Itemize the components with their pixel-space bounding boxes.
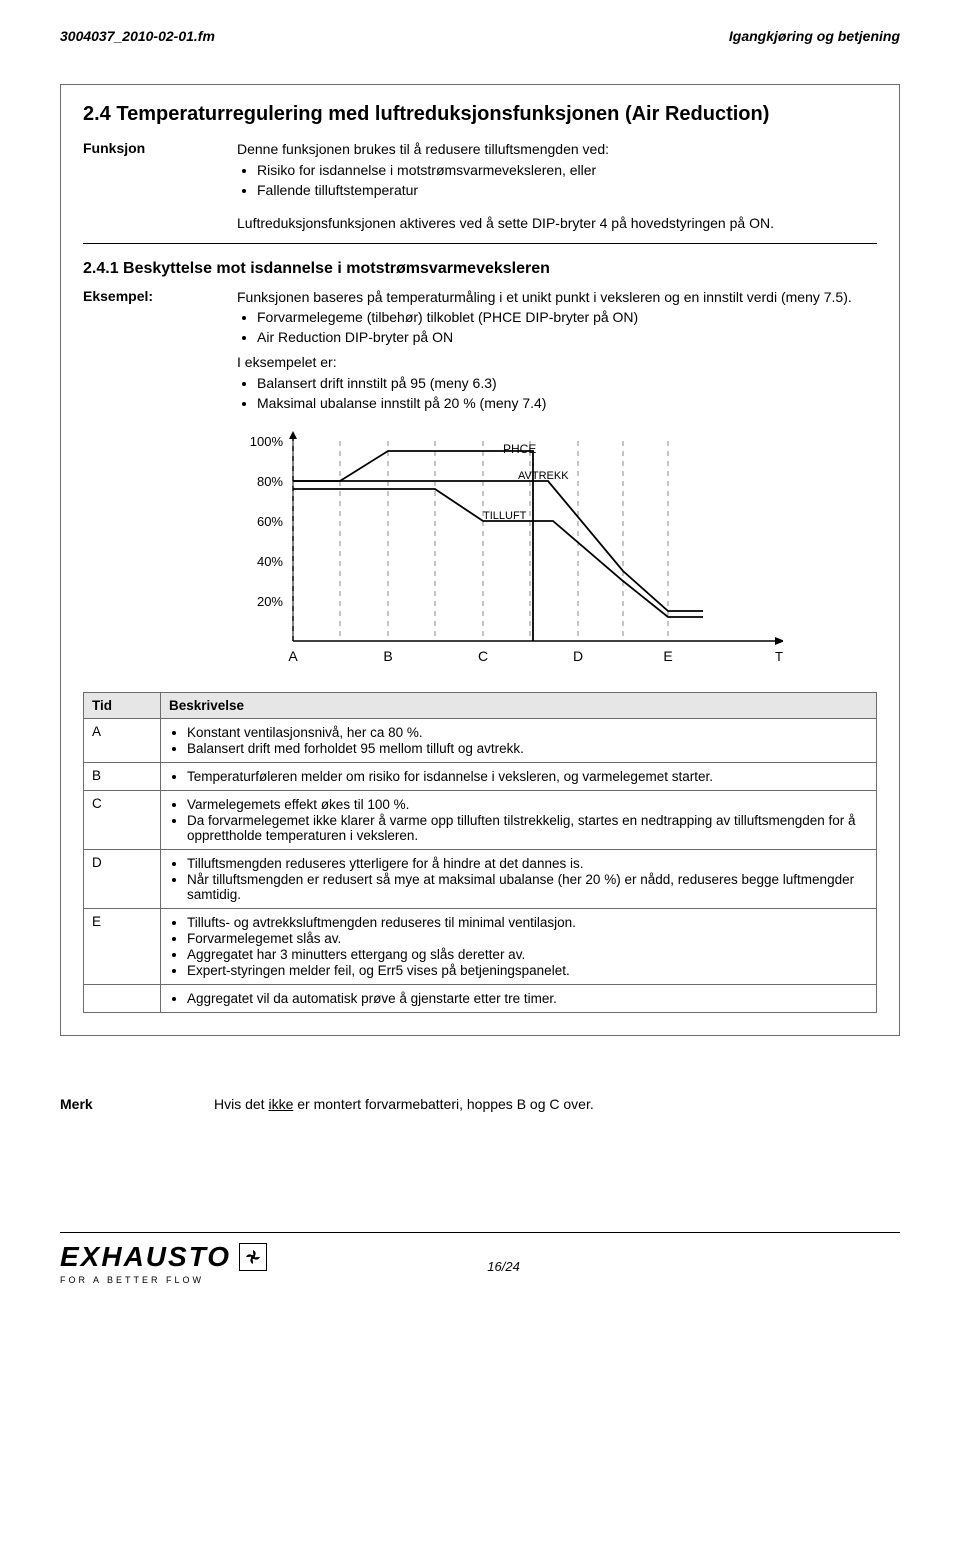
merk-post: er montert forvarmebatteri, hoppes B og … xyxy=(293,1096,593,1112)
svg-text:TID: TID xyxy=(775,649,783,664)
svg-text:D: D xyxy=(573,648,583,664)
page-number: 16/24 xyxy=(267,1241,740,1274)
chart-svg: 100% 80% 60% 40% 20% A B C D E TID PHCE AVTREKK TILLU… xyxy=(223,431,783,671)
merk-row: Merk Hvis det ikke er montert forvarmeba… xyxy=(60,1096,900,1112)
eksempel-body: Funksjonen baseres på temperaturmåling i… xyxy=(237,288,877,419)
funksjon-list: Risiko for isdannelse i motstrømsvarmeve… xyxy=(237,161,877,200)
table-cell-key: D xyxy=(84,849,161,908)
footer: EXHAUSTO FOR A BETTER FLOW 16/24 xyxy=(60,1232,900,1285)
table-cell-key: A xyxy=(84,718,161,762)
eksempel-list1: Forvarmelegeme (tilbehør) tilkoblet (PHC… xyxy=(237,308,877,347)
fan-icon xyxy=(239,1243,267,1271)
funksjon-note: Luftreduksjonsfunksjonen aktiveres ved å… xyxy=(237,214,877,233)
svg-text:60%: 60% xyxy=(257,514,283,529)
svg-text:40%: 40% xyxy=(257,554,283,569)
list-item: Balansert drift med forholdet 95 mellom … xyxy=(187,741,868,756)
list-item: Konstant ventilasjonsnivå, her ca 80 %. xyxy=(187,725,868,740)
list-item: Når tilluftsmengden er redusert så mye a… xyxy=(187,872,868,902)
svg-text:E: E xyxy=(663,648,672,664)
brand-logo: EXHAUSTO xyxy=(60,1241,267,1273)
list-item: Risiko for isdannelse i motstrømsvarmeve… xyxy=(257,161,877,180)
funksjon-block: Funksjon Denne funksjonen brukes til å r… xyxy=(83,140,877,233)
table-header: Beskrivelse xyxy=(161,692,877,718)
table-row: D Tilluftsmengden reduseres ytterligere f… xyxy=(84,849,877,908)
table-row: CVarmelegemets effekt økes til 100 %.Da … xyxy=(84,790,877,849)
table-cell-key: B xyxy=(84,762,161,790)
list-item: Temperaturføleren melder om risiko for i… xyxy=(187,769,868,784)
table-row: AKonstant ventilasjonsnivå, her ca 80 %.… xyxy=(84,718,877,762)
list-item: Tilluftsmengden reduseres ytterligere fo… xyxy=(187,856,868,871)
chart: 100% 80% 60% 40% 20% A B C D E TID PHCE AVTREKK TILLU… xyxy=(223,431,877,676)
list-item: Aggregatet har 3 minutters ettergang og … xyxy=(187,947,868,962)
table-cell-desc: Temperaturføleren melder om risiko for i… xyxy=(161,762,877,790)
table-row: E Tillufts- og avtrekksluftmengden reduse… xyxy=(84,908,877,984)
table-cell-desc: Tillufts- og avtrekksluftmengden reduser… xyxy=(161,908,877,984)
svg-text:20%: 20% xyxy=(257,594,283,609)
eksempel-mid: I eksempelet er: xyxy=(237,353,877,372)
sub-intro: Funksjonen baseres på temperaturmåling i… xyxy=(237,288,877,307)
table-header: Tid xyxy=(84,692,161,718)
list-item: Da forvarmelegemet ikke klarer å varme o… xyxy=(187,813,868,843)
svg-text:PHCE: PHCE xyxy=(503,442,536,456)
svg-text:80%: 80% xyxy=(257,474,283,489)
svg-text:100%: 100% xyxy=(250,434,284,449)
table-cell-desc: Konstant ventilasjonsnivå, her ca 80 %.B… xyxy=(161,718,877,762)
running-header: 3004037_2010-02-01.fm Igangkjøring og be… xyxy=(60,28,900,44)
subsection-title: 2.4.1 Beskyttelse mot isdannelse i motst… xyxy=(83,260,877,278)
header-left: 3004037_2010-02-01.fm xyxy=(60,28,215,44)
funksjon-body: Denne funksjonen brukes til å redusere t… xyxy=(237,140,877,233)
svg-text:A: A xyxy=(288,648,298,664)
list-item: Aggregatet vil da automatisk prøve å gje… xyxy=(187,991,868,1006)
list-item: Balansert drift innstilt på 95 (meny 6.3… xyxy=(257,374,877,393)
section-title: 2.4 Temperaturregulering med luftreduksj… xyxy=(83,103,877,126)
funksjon-intro: Denne funksjonen brukes til å redusere t… xyxy=(237,140,877,159)
list-item: Forvarmelegemet slås av. xyxy=(187,931,868,946)
divider xyxy=(83,243,877,244)
list-item: Tillufts- og avtrekksluftmengden reduser… xyxy=(187,915,868,930)
table-row: Aggregatet vil da automatisk prøve å gje… xyxy=(84,984,877,1012)
list-item: Expert-styringen melder feil, og Err5 vi… xyxy=(187,963,868,978)
footer-logo-block: EXHAUSTO FOR A BETTER FLOW xyxy=(60,1241,267,1285)
list-item: Air Reduction DIP-bryter på ON xyxy=(257,328,877,347)
merk-u: ikke xyxy=(268,1096,293,1112)
eksempel-label: Eksempel: xyxy=(83,288,213,419)
table-cell-key: E xyxy=(84,908,161,984)
table-cell-desc: Tilluftsmengden reduseres ytterligere fo… xyxy=(161,849,877,908)
svg-text:B: B xyxy=(383,648,392,664)
brand-tagline: FOR A BETTER FLOW xyxy=(60,1275,267,1285)
page: 3004037_2010-02-01.fm Igangkjøring og be… xyxy=(0,0,960,1315)
list-item: Varmelegemets effekt økes til 100 %. xyxy=(187,797,868,812)
table-cell-key: C xyxy=(84,790,161,849)
list-item: Forvarmelegeme (tilbehør) tilkoblet (PHC… xyxy=(257,308,877,327)
brand-text: EXHAUSTO xyxy=(60,1241,231,1273)
eksempel-block: Eksempel: Funksjonen baseres på temperat… xyxy=(83,288,877,419)
list-item: Fallende tilluftstemperatur xyxy=(257,181,877,200)
section-box: 2.4 Temperaturregulering med luftreduksj… xyxy=(60,84,900,1036)
table-row: B Temperaturføleren melder om risiko for … xyxy=(84,762,877,790)
table-cell-key xyxy=(84,984,161,1012)
svg-text:C: C xyxy=(478,648,488,664)
list-item: Maksimal ubalanse innstilt på 20 % (meny… xyxy=(257,394,877,413)
merk-pre: Hvis det xyxy=(214,1096,268,1112)
merk-text: Hvis det ikke er montert forvarmebatteri… xyxy=(214,1096,594,1112)
description-table: Tid Beskrivelse AKonstant ventilasjonsni… xyxy=(83,692,877,1013)
table-cell-desc: Aggregatet vil da automatisk prøve å gje… xyxy=(161,984,877,1012)
merk-label: Merk xyxy=(60,1096,190,1112)
table-cell-desc: Varmelegemets effekt økes til 100 %.Da f… xyxy=(161,790,877,849)
svg-text:TILLUFT: TILLUFT xyxy=(483,510,527,522)
eksempel-list2: Balansert drift innstilt på 95 (meny 6.3… xyxy=(237,374,877,413)
funksjon-label: Funksjon xyxy=(83,140,213,233)
header-right: Igangkjøring og betjening xyxy=(729,28,900,44)
svg-text:AVTREKK: AVTREKK xyxy=(518,470,569,482)
